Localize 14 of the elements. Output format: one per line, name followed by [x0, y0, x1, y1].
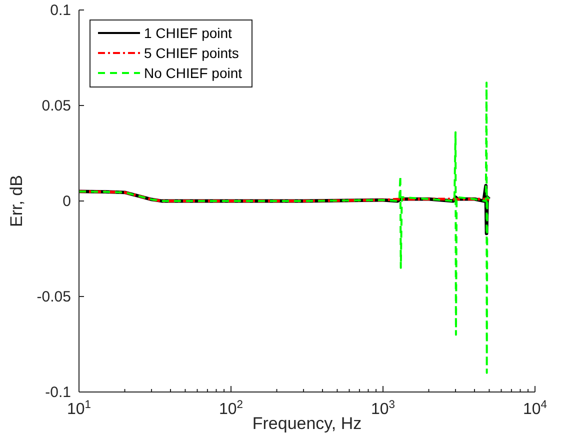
- x-tick-label: 10$^{4}$: [522, 399, 548, 418]
- y-tick-label: 0.05: [42, 98, 71, 114]
- legend-label: 5 CHIEF points: [144, 45, 239, 61]
- x-tick-label: 10$^{2}$: [218, 399, 244, 418]
- x-tick-label: 10$^{1}$: [66, 399, 92, 418]
- y-tick-label: -0.1: [45, 384, 71, 401]
- y-tick-label: 0: [62, 193, 71, 210]
- y-axis-title: Err, dB: [7, 175, 26, 227]
- legend-label: No CHIEF point: [144, 65, 242, 81]
- legend-label: 1 CHIEF point: [144, 25, 232, 41]
- x-axis-title: Frequency, Hz: [252, 414, 362, 433]
- y-tick-label: -0.05: [36, 288, 71, 306]
- x-tick-label: 10$^{3}$: [370, 399, 396, 418]
- y-tick-label: 0.1: [50, 2, 71, 19]
